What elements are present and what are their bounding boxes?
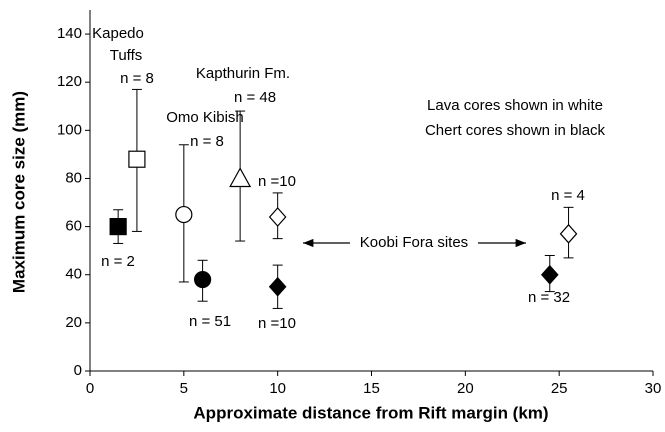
point-label: n = 2 [101, 253, 135, 270]
point-label: n = 51 [189, 313, 231, 330]
x-tick-label: 0 [86, 380, 94, 397]
marker [540, 264, 559, 285]
x-tick-label: 25 [551, 380, 568, 397]
marker [559, 223, 578, 244]
y-tick-label: 100 [57, 121, 82, 138]
x-tick-label: 20 [457, 380, 474, 397]
annotation: Lava cores shown in white [427, 97, 603, 114]
y-tick-label: 120 [57, 73, 82, 90]
x-tick-label: 5 [180, 380, 188, 397]
y-tick-label: 80 [65, 169, 82, 186]
point-label: Kapthurin Fm. [196, 65, 290, 82]
y-tick-label: 140 [57, 25, 82, 42]
point-label: n = 8 [120, 70, 154, 87]
y-tick-label: 40 [65, 266, 82, 283]
point-label: Omo Kibish [166, 109, 244, 126]
marker [109, 218, 127, 236]
y-tick-label: 60 [65, 218, 82, 235]
y-tick-label: 0 [74, 362, 82, 379]
point-label: n =10 [258, 315, 296, 332]
point-label: n =10 [258, 173, 296, 190]
point-label: Kapedo [92, 25, 144, 42]
point-label: n = 48 [234, 89, 276, 106]
x-tick-label: 15 [363, 380, 380, 397]
point-label: n = 32 [528, 289, 570, 306]
x-tick-label: 30 [645, 380, 662, 397]
point-label: Tuffs [110, 47, 143, 64]
marker [229, 167, 252, 188]
marker [128, 150, 146, 168]
marker [268, 207, 287, 227]
annotation: Koobi Fora sites [360, 234, 468, 251]
x-axis-title: Approximate distance from Rift margin (k… [193, 403, 548, 422]
marker [194, 270, 212, 289]
annotation: Chert cores shown in black [425, 122, 606, 139]
point-label: n = 4 [551, 187, 585, 204]
x-tick-label: 10 [269, 380, 286, 397]
point-label: n = 8 [190, 133, 224, 150]
y-axis-title: Maximum core size (mm) [9, 91, 28, 293]
marker [268, 276, 287, 297]
marker [175, 205, 193, 224]
y-tick-label: 20 [65, 314, 82, 331]
